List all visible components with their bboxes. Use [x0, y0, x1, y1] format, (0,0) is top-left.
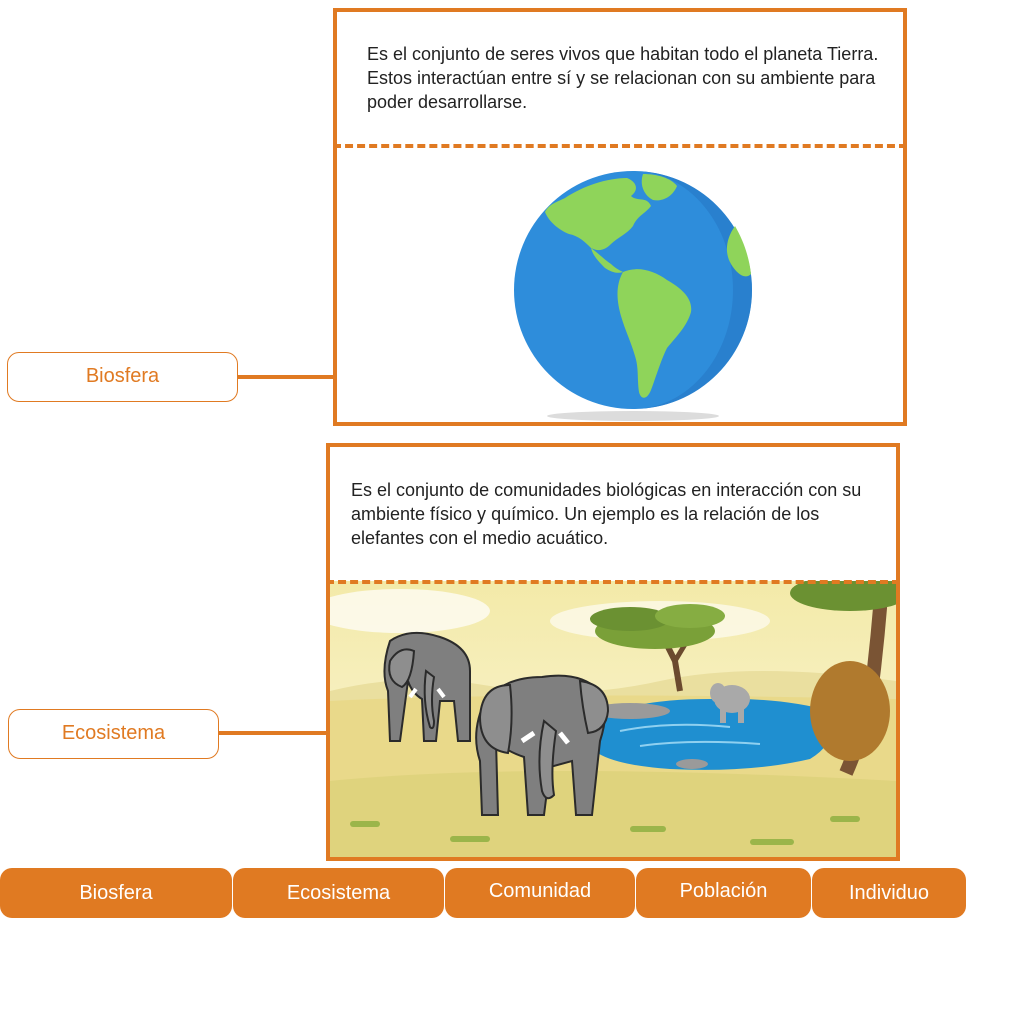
connector-line: [219, 731, 328, 735]
tab-poblacion[interactable]: Población: [636, 868, 811, 918]
dashed-divider: [333, 144, 907, 148]
dashed-divider: [326, 580, 900, 584]
tab-comunidad[interactable]: Comunidad: [445, 868, 635, 918]
tab-biosfera[interactable]: Biosfera: [0, 868, 232, 918]
tab-ecosistema[interactable]: Ecosistema: [233, 868, 444, 918]
tab-individuo[interactable]: Individuo: [812, 868, 966, 918]
earth-globe-image: [514, 171, 752, 421]
biosfera-description: Es el conjunto de seres vivos que habita…: [367, 44, 879, 112]
ecosistema-label: Ecosistema: [8, 709, 219, 759]
ecosistema-description: Es el conjunto de comunidades biológicas…: [351, 480, 862, 548]
elephants-savanna-image: [330, 581, 896, 857]
biosfera-card: Es el conjunto de seres vivos que habita…: [333, 8, 907, 426]
biosfera-label: Biosfera: [7, 352, 238, 402]
connector-line: [238, 375, 335, 379]
ecosistema-card: Es el conjunto de comunidades biológicas…: [326, 443, 900, 861]
